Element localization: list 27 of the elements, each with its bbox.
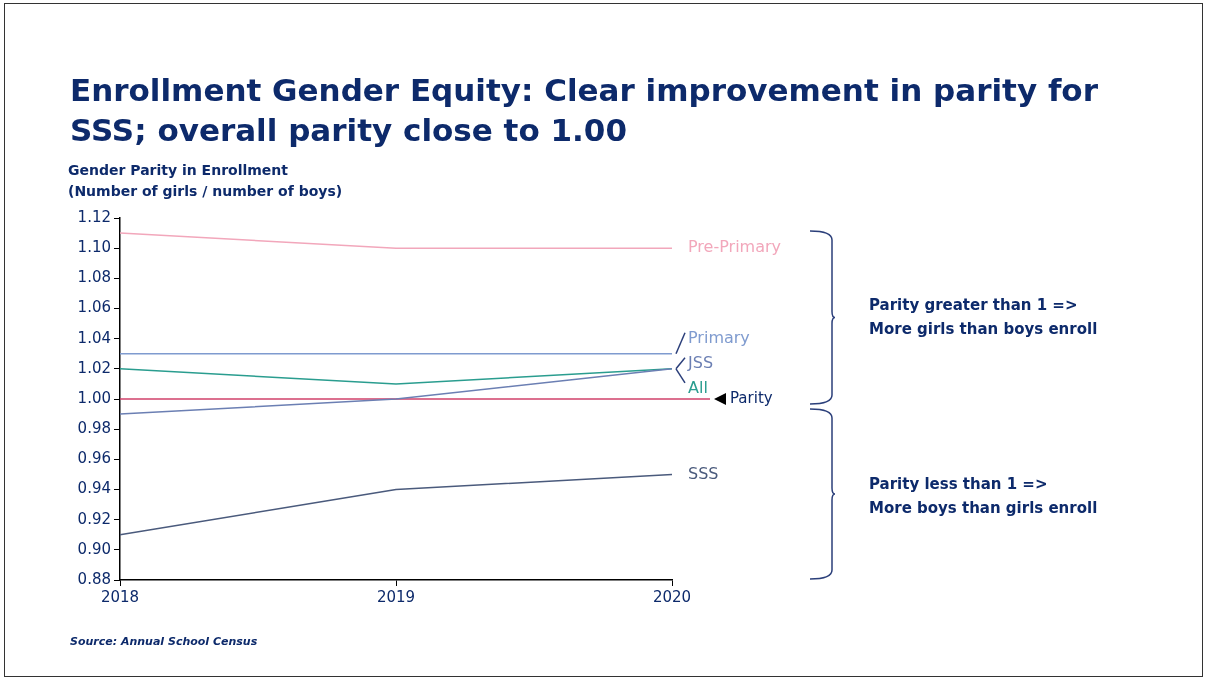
- y-tick-label: 1.00: [77, 388, 111, 407]
- y-axis-title: Gender Parity in Enrollment (Number of girls / number of boys): [68, 161, 343, 201]
- text: Parity greater than 1 => More girls than boys enroll: [869, 295, 1098, 340]
- y-tick-label: 1.04: [77, 328, 111, 347]
- y-tick-label: 0.94: [77, 479, 111, 498]
- y-tick-label: 0.88: [77, 569, 111, 588]
- x-tick-label: 2019: [376, 587, 416, 606]
- y-tick-label: 0.90: [77, 539, 111, 558]
- y-tick-label: 1.06: [77, 298, 111, 317]
- text: Parity less than 1 => More boys than girls enroll: [869, 474, 1098, 519]
- ref-line-label: Parity: [730, 388, 773, 407]
- y-tick-label: 1.10: [77, 238, 111, 257]
- series-label: All: [688, 377, 708, 397]
- series-label: Pre-Primary: [688, 237, 782, 257]
- y-tick-label: 0.92: [77, 509, 111, 528]
- series-label: Primary: [688, 327, 750, 347]
- chart-title: Enrollment Gender Equity: Clear improvement in parity for SSS; overall parity close to 1.00: [70, 71, 1099, 150]
- y-tick-label: 0.98: [77, 419, 111, 438]
- x-tick-label: 2018: [100, 587, 140, 606]
- series-label: SSS: [688, 463, 719, 483]
- y-tick-label: 1.08: [77, 268, 111, 287]
- x-tick-label: 2020: [652, 587, 692, 606]
- y-tick-label: 0.96: [77, 449, 111, 468]
- y-tick-label: 1.12: [77, 207, 111, 226]
- source-note: Source: Annual School Census: [70, 635, 258, 648]
- y-tick-label: 1.02: [77, 358, 111, 377]
- series-label: JSS: [687, 352, 714, 372]
